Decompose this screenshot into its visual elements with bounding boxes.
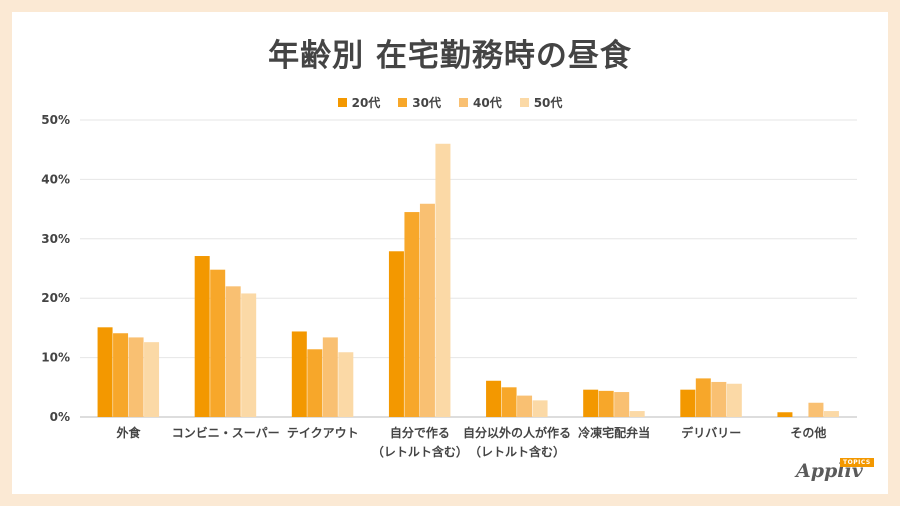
bar [695,378,711,417]
x-tick-label: 冷凍宅配弁当 [578,425,650,440]
bar [291,331,307,417]
x-tick-label: その他 [790,425,826,440]
bar [501,387,517,417]
bar [629,411,645,417]
bar [583,389,599,417]
legend-label-30s: 30代 [412,96,441,110]
bar [680,389,696,417]
bar [113,333,129,417]
x-tick-label: デリバリー [681,425,741,440]
bar [598,390,614,417]
bar [614,392,630,417]
legend-label-20s: 20代 [351,96,381,110]
bar [322,337,338,417]
bar [517,395,533,417]
bar [486,380,502,417]
bar [194,256,210,417]
chart-title: 年齢別 在宅勤務時の昼食 [268,38,632,74]
legend-item-40s: 40代 [459,94,502,111]
bar [823,411,839,417]
bar [338,352,354,417]
bar [404,212,420,417]
y-tick-label: 10% [41,351,70,365]
bar [388,251,404,417]
bar [97,327,113,417]
bar [711,381,727,417]
legend-swatch-50s [519,98,529,107]
bar [808,402,824,417]
x-tick-label: （レトルト含む） [372,444,468,459]
bar [532,400,548,417]
y-tick-label: 20% [41,291,70,305]
legend-item-30s: 30代 [398,94,441,111]
y-tick-label: 30% [41,232,70,246]
y-tick-label: 50% [41,113,70,127]
legend-item-20s: 20代 [337,94,381,111]
legend-swatch-30s [398,98,408,107]
x-tick-label: コンビニ・スーパー [172,425,280,440]
bar [241,293,257,417]
x-tick-label: 自分以外の人が作る [463,425,571,440]
applivtopics-logo: Appliv TOPICS [796,458,882,488]
x-tick-label: テイクアウト [287,426,359,440]
x-tick-label: 外食 [117,425,142,440]
legend-label-40s: 40代 [473,96,502,110]
bar [726,383,742,417]
chart-legend: 20代 30代 40代 50代 [0,94,900,111]
logo-tag: TOPICS [840,458,874,467]
bar [435,143,451,417]
bar [419,203,435,417]
y-tick-label: 0% [50,410,70,424]
legend-swatch-40s [459,98,468,107]
bar [144,342,160,417]
bar [307,349,323,417]
x-tick-label: （レトルト含む） [469,444,565,459]
bar [777,412,793,417]
legend-item-50s: 50代 [519,94,563,111]
bar [225,286,241,417]
bar [128,337,144,417]
bar [210,269,226,417]
y-tick-label: 40% [41,172,70,186]
x-tick-label: 自分で作る [390,425,450,440]
legend-swatch-20s [337,98,347,107]
legend-label-50s: 50代 [533,96,563,110]
